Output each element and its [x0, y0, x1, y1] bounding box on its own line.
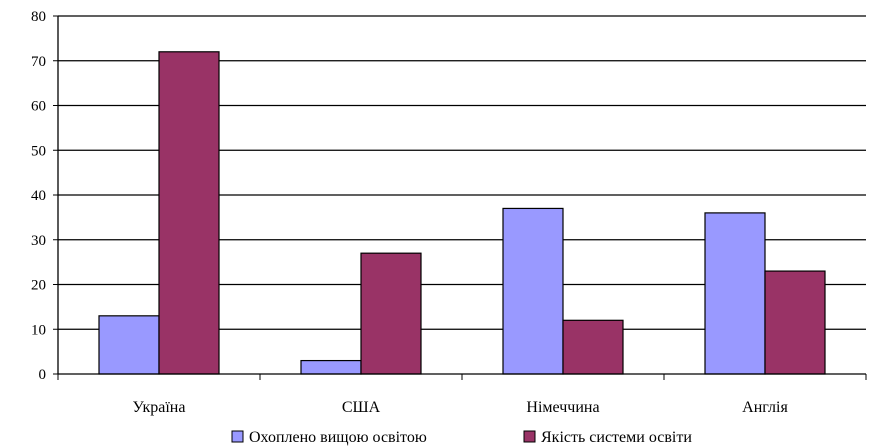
x-category-label: Україна	[133, 399, 186, 416]
y-tick-label: 80	[31, 9, 46, 25]
legend-swatch-coverage	[231, 430, 244, 443]
y-tick-label: 10	[31, 322, 46, 338]
y-tick-label: 60	[31, 99, 46, 115]
legend: Охоплено вищою освітою Якість системи осв…	[231, 429, 692, 446]
bar-coverage-1	[300, 359, 362, 375]
x-category-label: США	[342, 399, 381, 416]
bar-quality-0	[158, 51, 220, 375]
bar-coverage-0	[98, 315, 160, 375]
y-tick-label: 0	[39, 367, 47, 383]
x-category-label: Німеччина	[526, 399, 599, 416]
bar-quality-3	[764, 270, 826, 375]
axes	[53, 15, 867, 380]
x-category-label: Англія	[742, 399, 788, 416]
y-tick-label: 50	[31, 143, 46, 159]
bar-coverage-2	[502, 207, 564, 375]
bar-coverage-3	[704, 212, 766, 375]
legend-label-coverage: Охоплено вищою освітою	[249, 429, 427, 446]
bars	[98, 51, 826, 375]
x-category-labels: Україна США Німеччина Англія	[133, 399, 789, 416]
y-tick-label: 30	[31, 233, 46, 249]
y-tick-labels: 0 10 20 30 40 50 60 70 80	[31, 9, 46, 383]
legend-swatch-quality	[523, 430, 536, 443]
y-tick-label: 70	[31, 54, 46, 70]
bar-quality-1	[360, 252, 422, 375]
y-tick-label: 20	[31, 278, 46, 294]
bar-quality-2	[562, 319, 624, 375]
y-tick-label: 40	[31, 188, 46, 204]
legend-label-quality: Якість системи освіти	[541, 429, 692, 446]
